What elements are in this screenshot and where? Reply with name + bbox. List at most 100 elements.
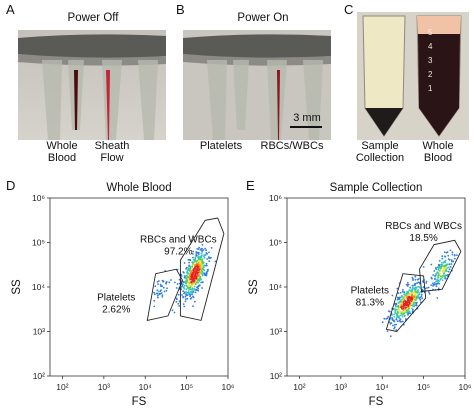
event-dot bbox=[398, 317, 401, 319]
event-dot bbox=[401, 315, 404, 318]
event-dot bbox=[397, 301, 400, 304]
event-dot bbox=[197, 262, 200, 264]
event-dot bbox=[191, 287, 194, 290]
gate-name: Platelets bbox=[97, 292, 135, 303]
event-dot bbox=[165, 281, 168, 283]
event-dot bbox=[395, 303, 398, 306]
event-dot bbox=[200, 252, 203, 255]
event-dot bbox=[197, 275, 199, 278]
event-dot bbox=[417, 296, 419, 299]
event-dot bbox=[435, 268, 438, 271]
scatter-plot-whole-blood: Whole Blood 10² 10³ 10⁴ 10⁵ 10⁶ 10² 10³ 10⁴ 10⁵ 10… bbox=[11, 182, 235, 408]
event-dot bbox=[203, 255, 205, 258]
event-dot bbox=[391, 314, 393, 316]
event-dot bbox=[405, 309, 408, 312]
label-line: Flow bbox=[100, 152, 124, 164]
event-dot bbox=[398, 315, 400, 318]
event-dot bbox=[173, 311, 176, 314]
event-dot bbox=[194, 264, 197, 266]
event-dot bbox=[210, 247, 213, 249]
event-dot bbox=[161, 279, 164, 282]
event-dot bbox=[434, 275, 436, 277]
event-dot bbox=[387, 310, 390, 312]
event-dot bbox=[393, 326, 396, 329]
event-dot bbox=[183, 275, 186, 277]
event-dot bbox=[205, 252, 208, 254]
event-dot bbox=[394, 309, 397, 312]
event-dot bbox=[157, 296, 159, 299]
event-dot bbox=[447, 270, 450, 273]
event-dot bbox=[197, 289, 200, 292]
event-dot bbox=[201, 249, 204, 252]
event-dot bbox=[388, 321, 391, 323]
x-tick-label: 10⁶ bbox=[222, 382, 235, 392]
label-line: Blood bbox=[47, 152, 77, 164]
event-dot bbox=[395, 318, 398, 320]
event-dot bbox=[439, 272, 441, 275]
event-dot bbox=[445, 270, 448, 272]
event-dot bbox=[399, 319, 401, 322]
event-dot bbox=[194, 256, 197, 259]
event-dot bbox=[195, 262, 198, 265]
event-dot bbox=[401, 320, 404, 323]
event-dot bbox=[430, 284, 433, 286]
event-dot bbox=[399, 302, 402, 305]
event-dot bbox=[206, 258, 209, 260]
gate-1 bbox=[385, 273, 427, 332]
event-dot bbox=[437, 269, 440, 271]
event-dot bbox=[397, 307, 400, 310]
event-dot bbox=[411, 284, 414, 287]
event-dot bbox=[406, 281, 409, 284]
x-tick-label: 10⁶ bbox=[459, 382, 472, 392]
event-dot bbox=[432, 274, 435, 276]
tube-mark: 3 bbox=[428, 56, 433, 65]
event-dot bbox=[200, 264, 203, 267]
event-dot bbox=[414, 278, 417, 281]
event-dot bbox=[441, 261, 443, 264]
event-dot bbox=[433, 270, 436, 272]
event-dot bbox=[396, 308, 398, 311]
event-dot bbox=[200, 256, 203, 259]
event-dot bbox=[393, 320, 396, 323]
event-dot bbox=[406, 291, 408, 293]
event-dot bbox=[421, 297, 424, 300]
event-dot bbox=[193, 277, 196, 280]
event-dot bbox=[401, 296, 403, 298]
event-dot bbox=[441, 276, 444, 279]
event-dot bbox=[435, 282, 438, 285]
event-dot bbox=[201, 261, 204, 263]
event-dot bbox=[191, 253, 194, 255]
event-dot bbox=[418, 286, 421, 288]
event-dot bbox=[432, 285, 434, 287]
event-dot bbox=[440, 263, 443, 266]
event-dot bbox=[406, 304, 408, 307]
event-dot bbox=[190, 271, 193, 274]
event-dot bbox=[392, 324, 394, 327]
event-dot bbox=[447, 258, 450, 260]
event-dot bbox=[415, 302, 418, 305]
y-tick-label: 10⁴ bbox=[32, 282, 45, 292]
x-tick-label: 10⁵ bbox=[180, 382, 193, 392]
tube-mark: 4 bbox=[428, 42, 433, 51]
event-dot bbox=[403, 291, 405, 293]
event-dot bbox=[201, 247, 203, 250]
event-dot bbox=[401, 303, 403, 305]
event-dot bbox=[444, 259, 447, 262]
event-dot bbox=[417, 290, 419, 293]
event-dot bbox=[413, 297, 416, 300]
scale-bar-label: 3 mm bbox=[293, 112, 321, 124]
event-dot bbox=[183, 276, 186, 279]
event-dot bbox=[156, 294, 159, 297]
event-dot bbox=[195, 281, 198, 284]
event-dot bbox=[176, 268, 179, 271]
event-dot bbox=[183, 262, 186, 264]
event-dot bbox=[436, 271, 439, 274]
event-dot bbox=[421, 280, 424, 282]
event-dot bbox=[401, 298, 403, 301]
event-dot bbox=[194, 291, 197, 294]
event-dot bbox=[214, 260, 217, 263]
event-dot bbox=[438, 260, 441, 262]
event-dot bbox=[413, 291, 416, 294]
event-dot bbox=[182, 303, 185, 305]
event-dot bbox=[450, 263, 453, 265]
